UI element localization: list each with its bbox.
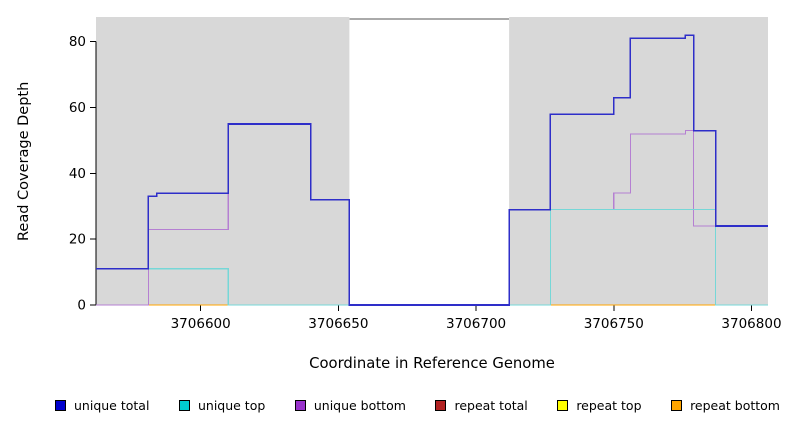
legend: unique total unique top unique bottom repea… — [0, 398, 792, 413]
coverage-region-band — [96, 17, 350, 305]
coverage-plot-canvas: 3706600 3706650 3706700 3706750 3706800 0 20 40… — [69, 17, 782, 332]
legend-label: unique top — [197, 398, 266, 413]
legend-item-unique-top: unique top — [178, 398, 266, 413]
legend-label: unique bottom — [313, 398, 406, 413]
legend-swatch-unique-total — [55, 400, 66, 411]
y-axis-title: Read Coverage Depth — [16, 81, 32, 241]
legend-label: repeat bottom — [690, 398, 780, 413]
legend-item-repeat-total: repeat total — [435, 398, 528, 413]
y-tick-label: 60 — [69, 100, 86, 116]
y-tick-label: 0 — [77, 298, 86, 314]
series-unique-total — [96, 34, 768, 306]
legend-swatch-repeat-bottom — [671, 400, 683, 411]
y-tick-label: 20 — [69, 232, 86, 248]
legend-swatch-unique-top — [178, 400, 190, 411]
y-tick-label: 40 — [69, 166, 86, 182]
y-tick-label: 80 — [69, 34, 86, 50]
legend-label: repeat total — [454, 398, 528, 413]
legend-swatch-repeat-total — [435, 400, 447, 411]
x-tick-label: 3706750 — [584, 316, 644, 332]
x-tick-label: 3706800 — [721, 316, 781, 332]
coverage-region-band — [509, 17, 768, 305]
x-tick-label: 3706700 — [446, 316, 506, 332]
legend-item-unique-total: unique total — [55, 398, 149, 413]
x-tick-label: 3706600 — [171, 316, 231, 332]
series-unique-top — [96, 209, 768, 306]
legend-item-repeat-bottom: repeat bottom — [671, 398, 780, 413]
x-axis-title: Coordinate in Reference Genome — [309, 355, 555, 372]
legend-item-unique-bottom: unique bottom — [294, 398, 406, 413]
legend-item-repeat-top: repeat top — [557, 398, 642, 413]
legend-swatch-repeat-top — [557, 400, 569, 411]
legend-label: repeat top — [576, 398, 642, 413]
legend-label: unique total — [74, 398, 150, 413]
legend-swatch-unique-bottom — [294, 400, 306, 411]
x-tick-label: 3706650 — [308, 316, 368, 332]
